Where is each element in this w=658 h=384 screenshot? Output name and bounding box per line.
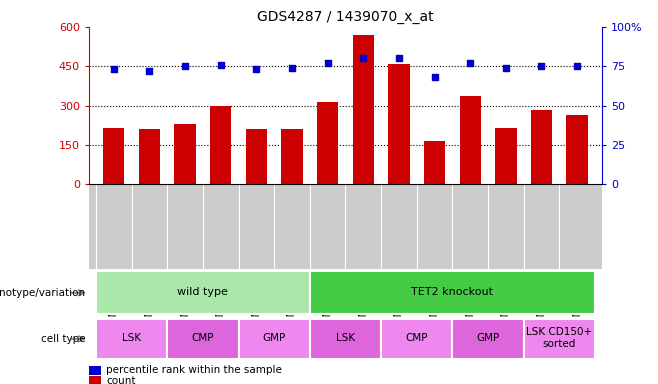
Text: CMP: CMP <box>405 333 428 343</box>
Bar <box>96 271 310 314</box>
Bar <box>531 109 552 184</box>
Point <box>215 61 226 68</box>
Text: count: count <box>106 376 136 384</box>
Bar <box>245 129 267 184</box>
Point <box>358 55 368 61</box>
Bar <box>353 35 374 184</box>
Bar <box>567 115 588 184</box>
Text: percentile rank within the sample: percentile rank within the sample <box>106 365 282 376</box>
Bar <box>96 319 167 359</box>
Point <box>465 60 476 66</box>
Text: LSK: LSK <box>336 333 355 343</box>
Bar <box>317 102 338 184</box>
Bar <box>495 128 517 184</box>
Point <box>109 66 119 73</box>
Bar <box>210 106 232 184</box>
Bar <box>167 319 238 359</box>
Point <box>393 55 404 61</box>
Text: genotype/variation: genotype/variation <box>0 288 86 298</box>
Bar <box>459 96 481 184</box>
Point <box>287 65 297 71</box>
Bar <box>282 129 303 184</box>
Bar <box>139 129 160 184</box>
Text: wild type: wild type <box>178 287 228 297</box>
Point <box>322 60 333 66</box>
Text: GMP: GMP <box>263 333 286 343</box>
Bar <box>424 141 445 184</box>
Bar <box>103 128 124 184</box>
Text: LSK: LSK <box>122 333 141 343</box>
Point <box>572 63 582 70</box>
Text: LSK CD150+
sorted: LSK CD150+ sorted <box>526 327 592 349</box>
Text: cell type: cell type <box>41 334 86 344</box>
Bar <box>239 319 310 359</box>
Bar <box>381 319 453 359</box>
Point <box>144 68 155 74</box>
Point <box>429 74 440 80</box>
Point <box>536 63 547 70</box>
Bar <box>524 319 595 359</box>
Title: GDS4287 / 1439070_x_at: GDS4287 / 1439070_x_at <box>257 10 434 25</box>
Point <box>251 66 262 73</box>
Bar <box>388 64 409 184</box>
Point <box>180 63 190 70</box>
Text: CMP: CMP <box>191 333 214 343</box>
Bar <box>310 319 381 359</box>
Text: TET2 knockout: TET2 knockout <box>411 287 494 297</box>
Point <box>501 65 511 71</box>
Text: GMP: GMP <box>476 333 499 343</box>
Bar <box>174 124 196 184</box>
Bar <box>310 271 595 314</box>
Bar <box>453 319 524 359</box>
